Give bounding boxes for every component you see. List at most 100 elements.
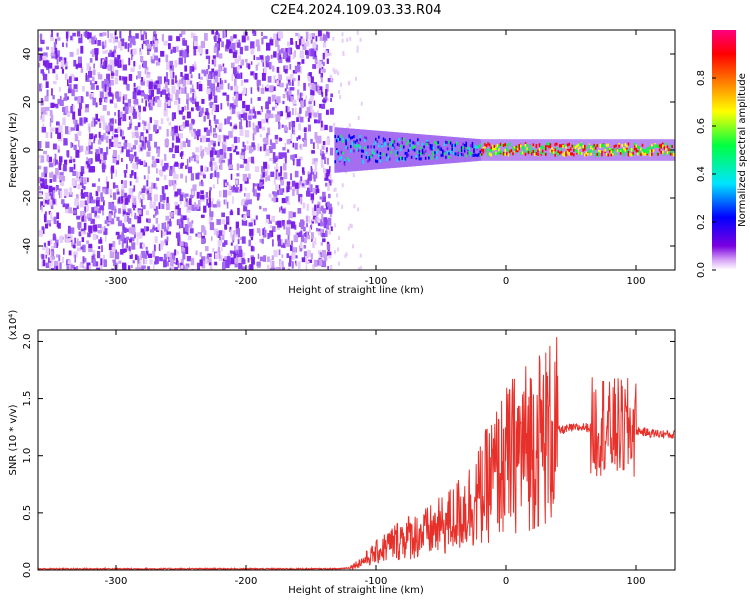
heatmap-cell <box>52 68 56 74</box>
heatmap-cell <box>376 150 379 154</box>
heatmap-cell <box>316 119 320 124</box>
heatmap-cell <box>279 207 281 213</box>
heatmap-cell <box>532 150 535 153</box>
heatmap-cell <box>327 183 330 191</box>
heatmap-cell <box>80 231 85 235</box>
heatmap-cell <box>177 207 181 216</box>
heatmap-cell <box>39 115 42 121</box>
heatmap-cell <box>66 265 69 270</box>
heatmap-cell <box>75 198 79 206</box>
heatmap-cell <box>298 194 303 198</box>
heatmap-cell <box>114 52 117 57</box>
heatmap-cell <box>166 196 169 203</box>
heatmap-cell <box>143 78 146 83</box>
heatmap-cell <box>314 205 319 211</box>
heatmap-cell <box>253 127 257 135</box>
heatmap-cell <box>72 210 76 214</box>
heatmap-cell <box>149 259 153 265</box>
heatmap-cell <box>198 73 201 80</box>
heatmap-cell <box>321 103 326 109</box>
heatmap-cell <box>495 146 498 150</box>
heatmap-cell <box>128 188 133 196</box>
heatmap-cell <box>596 144 599 148</box>
heatmap-cell <box>485 144 489 148</box>
heatmap-cell <box>163 40 168 46</box>
heatmap-cell <box>241 236 246 244</box>
heatmap-cell <box>334 160 337 164</box>
heatmap-cell <box>94 81 98 85</box>
heatmap-cell <box>176 89 181 95</box>
heatmap-cell <box>221 80 224 88</box>
heatmap-cell <box>318 113 322 121</box>
heatmap-cell <box>280 166 283 174</box>
heatmap-cell <box>124 197 129 205</box>
heatmap-cell <box>200 151 204 159</box>
heatmap-cell <box>79 263 83 268</box>
heatmap-cell <box>499 142 503 146</box>
heatmap-cell <box>660 145 663 149</box>
heatmap-cell <box>80 67 84 73</box>
heatmap-cell <box>112 240 116 248</box>
heatmap-cell <box>621 150 624 154</box>
heatmap-cell <box>323 170 326 178</box>
heatmap-cell <box>332 67 335 72</box>
heatmap-cell <box>378 135 381 139</box>
heatmap-cell <box>373 152 376 156</box>
heatmap-cell <box>100 153 103 160</box>
heatmap-cell <box>465 141 468 145</box>
heatmap-cell <box>570 152 573 156</box>
heatmap-cell <box>548 145 551 149</box>
heatmap-cell <box>310 95 314 102</box>
heatmap-cell <box>137 85 141 90</box>
heatmap-cell <box>387 142 390 146</box>
heatmap-cell <box>151 156 155 161</box>
heatmap-cell <box>114 251 120 260</box>
heatmap-cell <box>98 239 103 244</box>
heatmap-cell <box>213 45 218 53</box>
heatmap-cell <box>307 118 310 122</box>
heatmap-cell <box>164 154 167 161</box>
heatmap-cell <box>208 203 211 208</box>
heatmap-cell <box>245 162 250 167</box>
heatmap-cell <box>106 146 109 155</box>
heatmap-cell <box>127 43 130 52</box>
heatmap-cell <box>490 146 493 150</box>
heatmap-cell <box>638 139 641 161</box>
heatmap-cell <box>156 129 159 133</box>
heatmap-cell <box>69 187 72 195</box>
heatmap-cell <box>387 155 390 159</box>
heatmap-cell <box>506 147 509 151</box>
heatmap-cell <box>487 151 490 155</box>
heatmap-cell <box>149 201 152 209</box>
heatmap-cell <box>312 42 317 48</box>
heatmap-cell <box>107 64 112 71</box>
heatmap-cell <box>437 147 440 151</box>
heatmap-cell <box>482 150 486 154</box>
heatmap-cell <box>167 100 171 106</box>
heatmap-cell <box>515 145 518 149</box>
heatmap-cell <box>97 208 101 214</box>
heatmap-cell <box>311 83 316 91</box>
heatmap-cell <box>269 113 274 119</box>
heatmap-cell <box>479 150 482 154</box>
heatmap-cell <box>518 147 521 151</box>
heatmap-cell <box>273 114 277 118</box>
heatmap-cell <box>273 51 277 58</box>
heatmap-cell <box>278 249 281 256</box>
heatmap-cell <box>53 260 59 266</box>
heatmap-cell <box>333 223 336 228</box>
heatmap-cell <box>50 37 55 41</box>
heatmap-cell <box>56 254 61 258</box>
heatmap-cell <box>252 106 255 111</box>
heatmap-cell <box>277 234 281 241</box>
heatmap-cell <box>137 71 142 79</box>
heatmap-cell <box>285 105 288 113</box>
heatmap-cell <box>69 127 73 132</box>
heatmap-cell <box>401 141 404 145</box>
heatmap-cell <box>401 156 404 160</box>
heatmap-cell <box>206 129 210 136</box>
heatmap-cell <box>555 146 559 150</box>
heatmap-cell <box>261 166 266 173</box>
heatmap-cell <box>180 125 184 131</box>
